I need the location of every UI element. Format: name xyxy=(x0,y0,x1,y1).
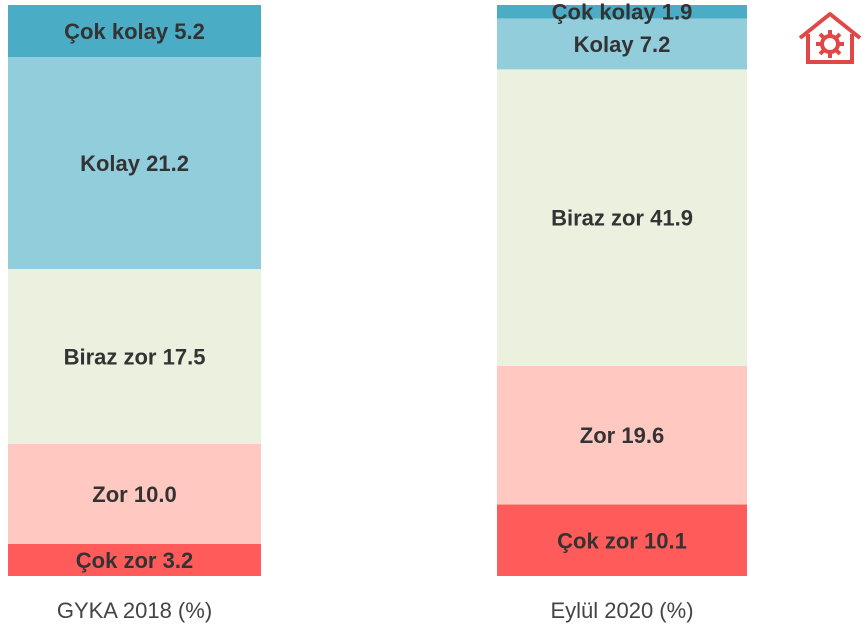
series-name: Çok zor xyxy=(557,528,638,553)
bar-segment xyxy=(8,57,261,269)
data-label: Çok zor 10.1 xyxy=(557,528,687,553)
series-name: Çok kolay xyxy=(64,19,169,44)
value-label: 7.2 xyxy=(640,32,671,57)
bar-segment xyxy=(8,444,261,544)
value-label: 1.9 xyxy=(662,0,693,25)
series-name: Biraz zor xyxy=(551,205,644,230)
bar-segment xyxy=(8,269,261,444)
value-label: 21.2 xyxy=(146,151,189,176)
data-label: Biraz zor 41.9 xyxy=(551,205,693,230)
bar-segment xyxy=(8,544,261,576)
bar-segment xyxy=(497,5,747,19)
data-label: Zor 10.0 xyxy=(92,482,176,507)
series-name: Çok kolay xyxy=(552,0,657,25)
data-label: Zor 19.6 xyxy=(580,423,664,448)
series-name: Kolay xyxy=(80,151,141,176)
value-label: 3.2 xyxy=(163,548,194,573)
data-label: Kolay 7.2 xyxy=(574,32,671,57)
bar-segment xyxy=(497,18,747,70)
bar-segment xyxy=(497,69,747,366)
series-name: Kolay xyxy=(574,32,635,57)
x-tick-label: Eylül 2020 (%) xyxy=(550,598,693,623)
bar-segment xyxy=(497,365,747,505)
series-name: Çok zor xyxy=(76,548,157,573)
value-label: 41.9 xyxy=(650,205,693,230)
value-label: 10.0 xyxy=(134,482,177,507)
data-label: Çok kolay 1.9 xyxy=(552,0,693,25)
data-label: Biraz zor 17.5 xyxy=(64,344,206,369)
logo-icon xyxy=(798,12,862,64)
bar-segment xyxy=(8,5,261,57)
data-label: Kolay 21.2 xyxy=(80,151,189,176)
bar-segment xyxy=(497,504,747,576)
value-label: 5.2 xyxy=(174,19,205,44)
series-name: Zor xyxy=(580,423,616,448)
data-label: Çok zor 3.2 xyxy=(76,548,193,573)
value-label: 19.6 xyxy=(621,423,664,448)
data-label: Çok kolay 5.2 xyxy=(64,19,205,44)
series-name: Biraz zor xyxy=(64,344,157,369)
value-label: 17.5 xyxy=(163,344,206,369)
series-name: Zor xyxy=(92,482,128,507)
x-tick-label: GYKA 2018 (%) xyxy=(57,598,212,623)
value-label: 10.1 xyxy=(644,528,687,553)
